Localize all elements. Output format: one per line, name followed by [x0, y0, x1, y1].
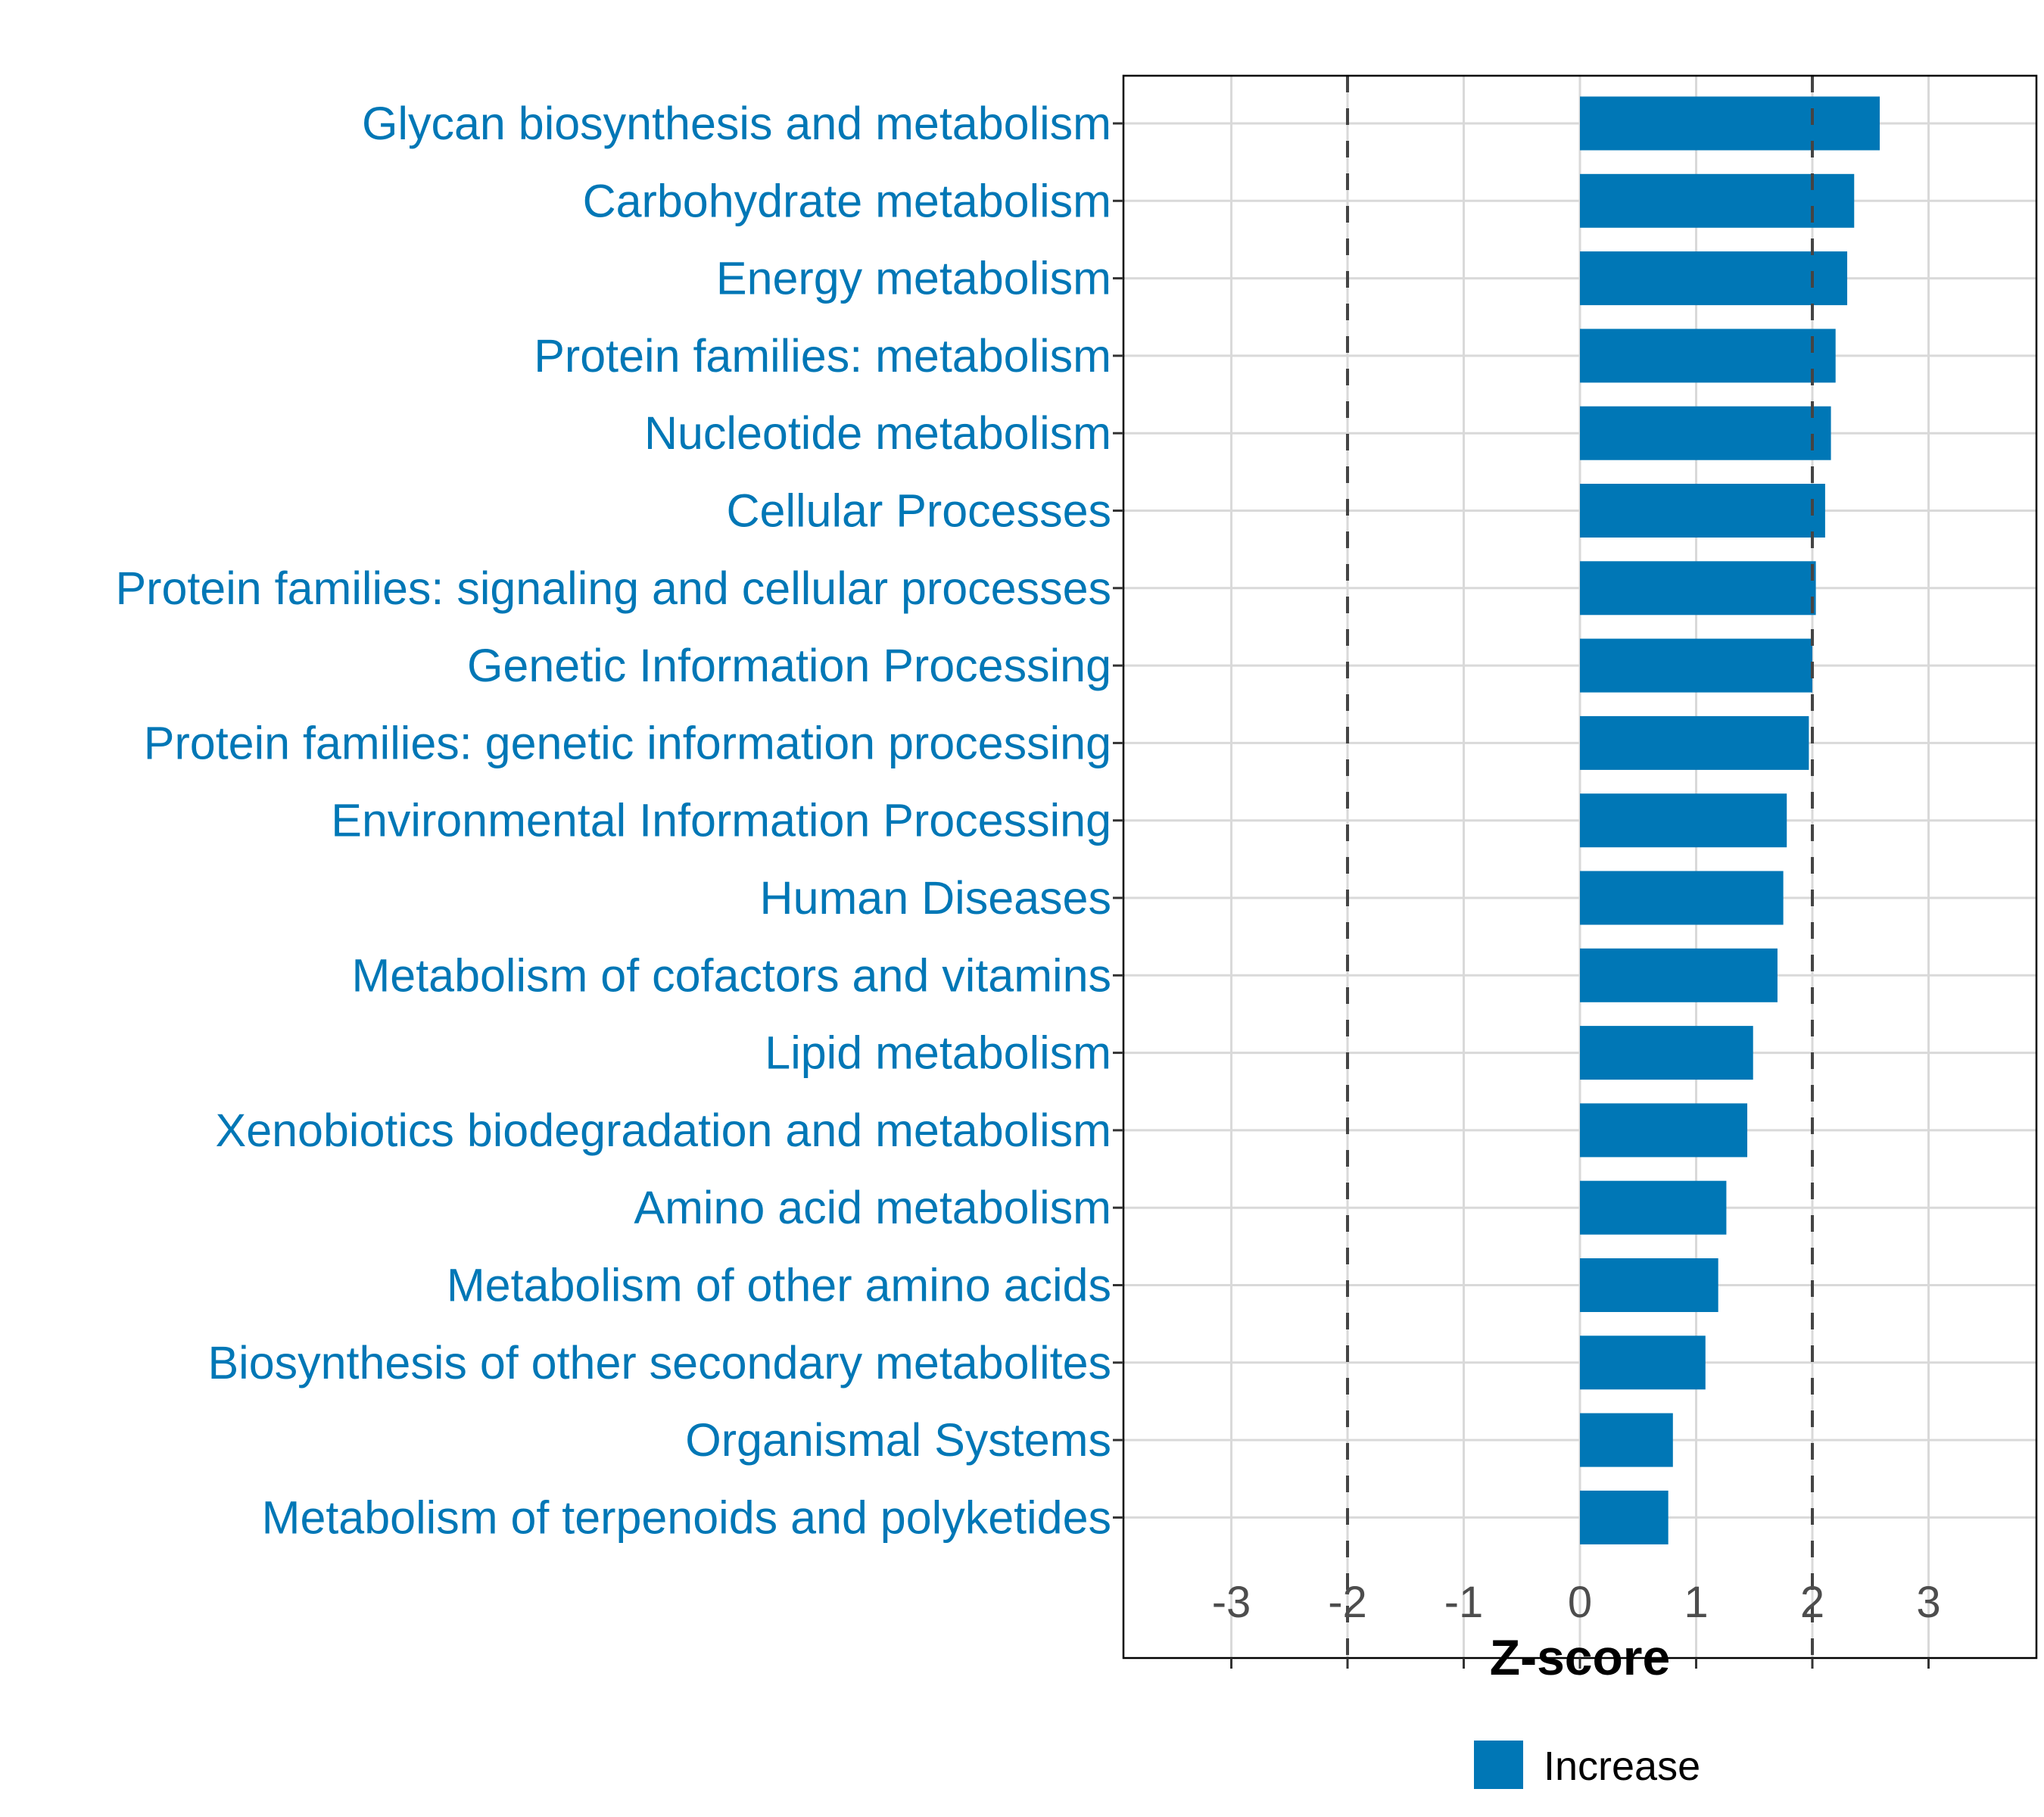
x-axis-title: Z-score: [1490, 1629, 1670, 1685]
reference-lines: [1346, 76, 1814, 1658]
bar: [1580, 1103, 1748, 1158]
category-label: Human Diseases: [760, 872, 1111, 924]
category-label: Genetic Information Processing: [467, 640, 1111, 691]
bar: [1580, 561, 1816, 616]
category-label: Glycan biosynthesis and metabolism: [362, 98, 1111, 149]
x-axis-ticks: -3 -2 -1 0 1 2 3: [1212, 1578, 1941, 1669]
category-label: Metabolism of terpenoids and polyketides: [262, 1491, 1111, 1543]
legend-label-increase: Increase: [1544, 1744, 1700, 1789]
bar: [1580, 871, 1784, 925]
x-tick-label: 2: [1800, 1578, 1824, 1627]
category-label: Organismal Systems: [685, 1414, 1111, 1466]
legend-swatch-increase: [1474, 1741, 1523, 1789]
bar: [1580, 173, 1855, 228]
category-label: Environmental Information Processing: [331, 795, 1111, 846]
bar: [1580, 1258, 1718, 1312]
x-tick-label: -3: [1212, 1578, 1251, 1627]
category-label: Protein families: genetic information pr…: [144, 717, 1111, 768]
category-label: Metabolism of cofactors and vitamins: [351, 949, 1111, 1001]
bar: [1580, 1180, 1727, 1235]
category-label: Lipid metabolism: [765, 1027, 1111, 1079]
legend: Increase: [1474, 1741, 1700, 1789]
bar: [1580, 715, 1809, 770]
category-label: Carbohydrate metabolism: [583, 175, 1111, 226]
bar: [1580, 1335, 1706, 1390]
bar: [1580, 329, 1836, 383]
x-tick-label: 1: [1684, 1578, 1708, 1627]
bar: [1580, 793, 1787, 848]
category-label: Energy metabolism: [716, 253, 1111, 304]
x-tick-label: 0: [1568, 1578, 1592, 1627]
bar: [1580, 638, 1812, 693]
bar: [1580, 96, 1880, 151]
bar: [1580, 1413, 1673, 1467]
category-label: Metabolism of other amino acids: [447, 1260, 1111, 1311]
bar: [1580, 406, 1831, 460]
bar: [1580, 1490, 1669, 1544]
x-tick-label: 3: [1916, 1578, 1940, 1627]
category-labels: Glycan biosynthesis and metabolism Carboh…: [115, 98, 1123, 1543]
category-label: Protein families: metabolism: [534, 330, 1111, 382]
bars: [1580, 96, 1880, 1544]
category-label: Protein families: signaling and cellular…: [115, 563, 1111, 614]
category-label: Nucleotide metabolism: [644, 407, 1111, 459]
bar: [1580, 484, 1825, 538]
category-label: Xenobiotics biodegradation and metabolis…: [216, 1105, 1111, 1156]
category-label: Cellular Processes: [726, 485, 1111, 537]
bar: [1580, 1026, 1753, 1080]
bar: [1580, 948, 1778, 1002]
bar: [1580, 251, 1848, 306]
category-label: Biosynthesis of other secondary metaboli…: [207, 1337, 1111, 1388]
category-label: Amino acid metabolism: [634, 1182, 1111, 1233]
x-tick-label: -2: [1328, 1578, 1367, 1627]
x-tick-label: -1: [1444, 1578, 1484, 1627]
